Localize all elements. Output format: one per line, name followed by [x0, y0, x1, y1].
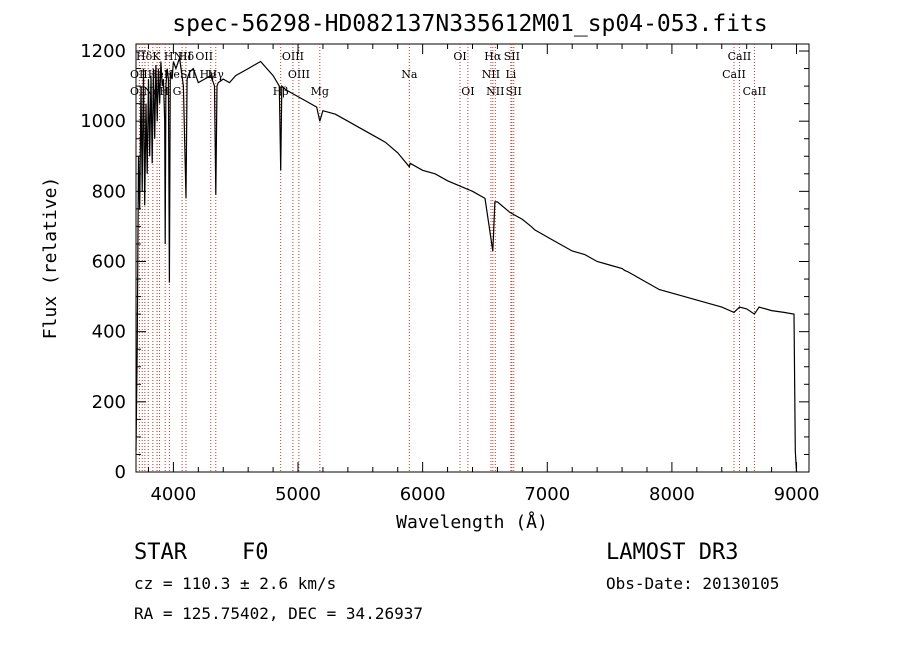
line-label: CaII — [728, 50, 752, 63]
coordinates-text: RA = 125.75402, DEC = 34.26937 — [134, 604, 423, 623]
x-tick-label: 7000 — [524, 484, 570, 505]
spectrum-line — [135, 57, 798, 473]
survey-name: LAMOST DR3 — [606, 540, 738, 565]
crowded-label-row0: HδK HNII OII — [136, 50, 213, 63]
y-axis-label: Flux (relative) — [40, 177, 61, 340]
object-class: STAR — [134, 540, 188, 565]
x-axis: 4000 5000 6000 7000 8000 9000 — [147, 44, 820, 505]
x-tick-label: 9000 — [774, 484, 820, 505]
line-label: Hα — [484, 50, 502, 63]
line-label: OI — [453, 50, 466, 63]
line-label: OIII — [282, 50, 304, 63]
line-label: NII — [486, 85, 504, 98]
line-label: Hδ — [178, 50, 195, 63]
y-tick-label: 600 — [92, 252, 126, 273]
line-label: Na — [401, 68, 418, 81]
plot-frame — [135, 43, 810, 473]
redshift-text: cz = 110.3 ± 2.6 km/s — [134, 574, 336, 593]
line-label: SII — [504, 50, 520, 63]
obs-date: Obs-Date: 20130105 — [606, 574, 779, 593]
line-markers — [138, 44, 755, 472]
x-tick-label: 8000 — [649, 484, 695, 505]
line-label: SII — [506, 85, 522, 98]
line-label: Hβ — [273, 85, 289, 98]
line-label: Mg — [311, 85, 329, 98]
line-label: CaII — [722, 68, 746, 81]
line-label: NII — [482, 68, 500, 81]
y-tick-label: 400 — [92, 322, 126, 343]
y-tick-label: 1200 — [80, 41, 126, 62]
object-subclass: F0 — [242, 540, 269, 565]
y-tick-label: 800 — [92, 181, 126, 202]
line-label: OIII — [288, 68, 310, 81]
x-tick-label: 6000 — [400, 484, 446, 505]
line-label: OI — [461, 85, 474, 98]
y-axis: 0 200 400 600 800 1000 1200 — [80, 41, 809, 483]
line-label: Li — [505, 68, 516, 81]
y-tick-label: 200 — [92, 392, 126, 413]
line-label: CaII — [743, 85, 767, 98]
y-tick-label: 1000 — [80, 111, 126, 132]
x-tick-label: 4000 — [150, 484, 196, 505]
chart-title: spec-56298-HD082137N335612M01_sp04-053.f… — [172, 11, 767, 37]
x-axis-label: Wavelength (Å) — [396, 511, 548, 533]
y-tick-label: 0 — [115, 462, 126, 483]
x-tick-label: 5000 — [275, 484, 321, 505]
line-labels: HδHγHβOIIIOIIIMgNaOIOIHαNIINIISIILiSIICa… — [178, 50, 766, 98]
